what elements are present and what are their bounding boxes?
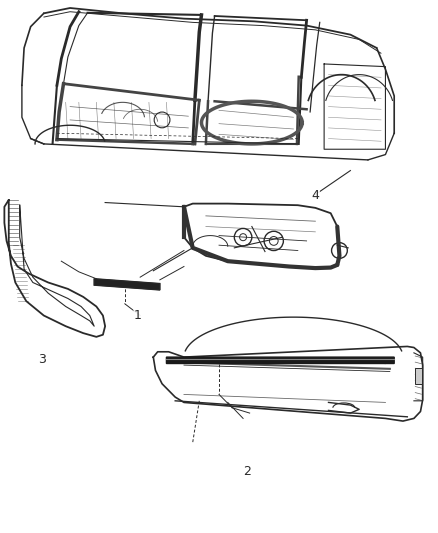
Text: 2: 2 (244, 465, 251, 478)
Polygon shape (166, 357, 394, 364)
Text: 3: 3 (38, 353, 46, 366)
Text: 1: 1 (134, 309, 142, 322)
FancyBboxPatch shape (415, 368, 422, 384)
Polygon shape (94, 279, 160, 290)
Text: 4: 4 (311, 189, 319, 202)
